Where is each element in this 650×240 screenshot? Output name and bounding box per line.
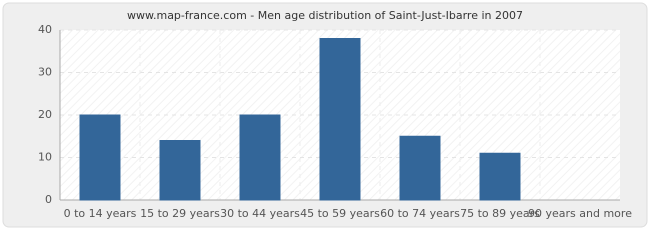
y-tick-label: 30 xyxy=(38,66,52,79)
bar xyxy=(159,140,201,201)
x-tick-label: 0 to 14 years xyxy=(64,207,137,220)
x-tick-label: 30 to 44 years xyxy=(220,207,300,220)
y-tick-label: 0 xyxy=(45,193,52,206)
bar xyxy=(239,114,281,201)
x-tick-label: 60 to 74 years xyxy=(380,207,460,220)
bar xyxy=(479,152,521,201)
x-tick-label: 45 to 59 years xyxy=(300,207,380,220)
chart: www.map-france.com - Men age distributio… xyxy=(2,2,648,228)
y-tick-label: 40 xyxy=(38,23,52,36)
y-tick-label: 10 xyxy=(38,151,52,164)
bar xyxy=(399,135,441,201)
x-tick-label: 90 years and more xyxy=(528,207,632,220)
bar xyxy=(79,114,121,201)
chart-title: www.map-france.com - Men age distributio… xyxy=(127,9,523,22)
x-tick-label: 75 to 89 years xyxy=(460,207,540,220)
y-tick-label: 20 xyxy=(38,108,52,121)
x-tick-label: 15 to 29 years xyxy=(140,207,220,220)
bar xyxy=(319,38,361,201)
